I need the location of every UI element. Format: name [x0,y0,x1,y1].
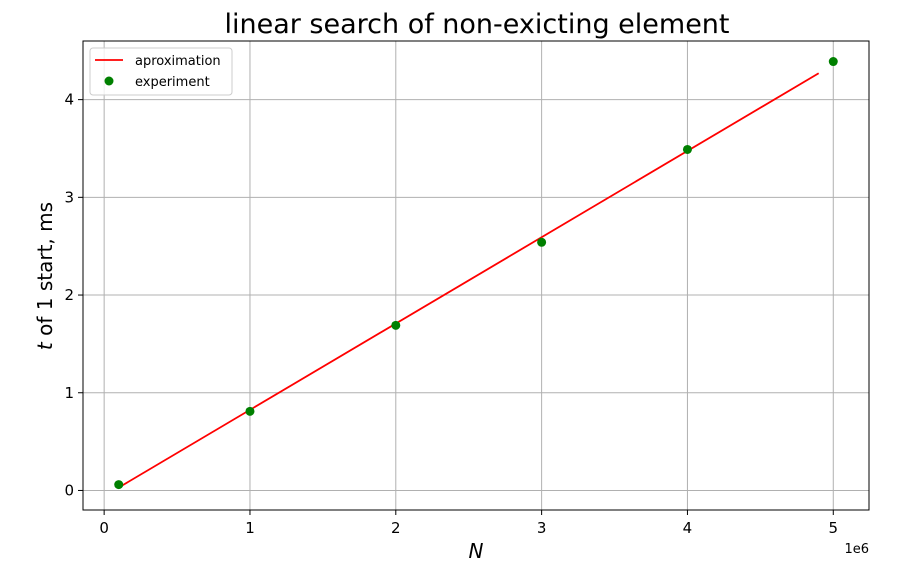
y-axis-label-text: of 1 start, ms [33,202,57,342]
x-axis-label: N [469,539,484,563]
legend-label-experiment: experiment [135,75,210,90]
axes-frame [82,40,870,511]
x-tick-label: 3 [537,519,547,537]
y-tick-label: 1 [64,384,74,402]
legend-swatch-experiment [104,76,114,86]
data-point-experiment [537,237,547,247]
legend-box [89,47,233,96]
data-point-experiment [828,57,838,67]
legend: aproximation experiment [89,47,233,96]
y-tick-label: 4 [64,91,74,109]
x-tick-label: 0 [99,519,109,537]
data-point-experiment [682,144,692,154]
y-axis-label-var: t [33,341,57,350]
x-offset-label: 1e6 [844,542,869,557]
y-tick-label: 3 [64,188,74,206]
legend-label-aproximation: aproximation [135,54,221,69]
chart-title: linear search of non-exicting element [224,9,729,40]
data-point-experiment [114,480,124,490]
data-point-experiment [391,320,401,330]
y-tick-label: 2 [64,286,74,304]
x-tick-label: 1 [245,519,255,537]
y-tick-label: 0 [64,481,74,499]
grid [83,41,869,510]
data-point-experiment [245,406,255,416]
series-line-aproximation [118,72,820,489]
y-axis-label: t of 1 start, ms [33,202,57,350]
x-tick-label: 4 [683,519,693,537]
plot-area [114,57,838,490]
x-tick-label: 5 [828,519,838,537]
ticks: 0 1 2 3 4 5 0 1 2 3 4 [64,91,838,537]
x-tick-label: 2 [391,519,401,537]
